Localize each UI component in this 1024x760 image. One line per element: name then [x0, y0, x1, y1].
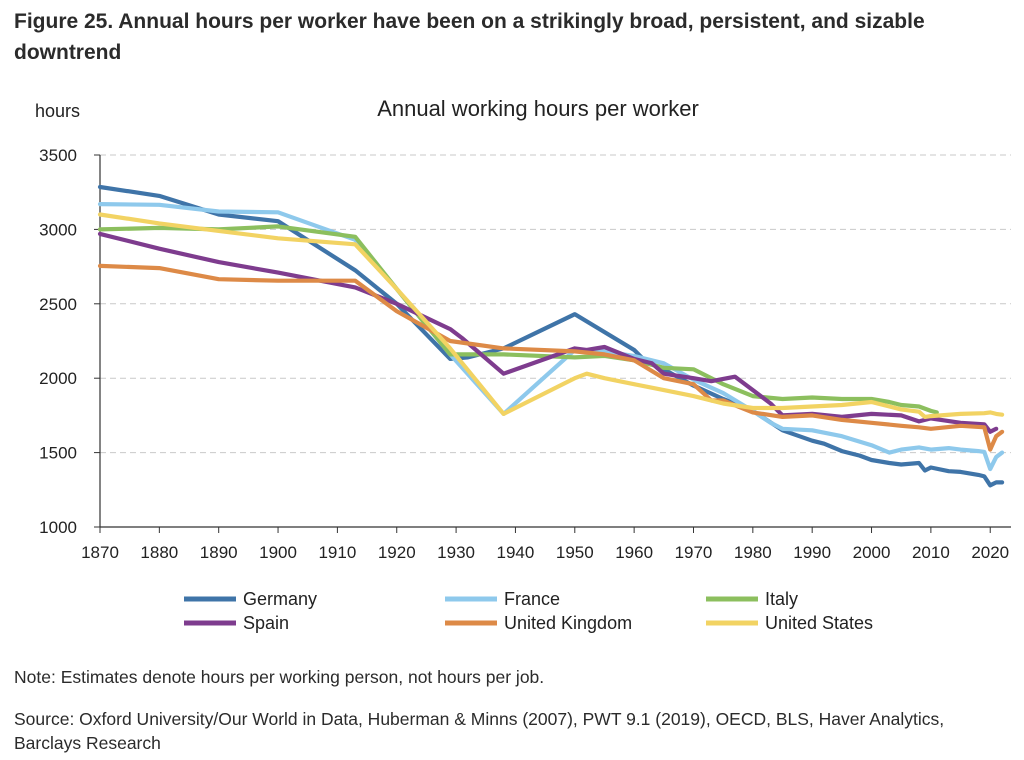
x-tick-label: 1930	[437, 543, 475, 562]
x-axis: 1870 1880 1890 1900 1910 1920 1930 1940 1950 1960…	[81, 526, 1011, 562]
series-line-germany	[97, 184, 1005, 488]
x-tick-label: 1870	[81, 543, 119, 562]
figure-title: Figure 25. Annual hours per worker have …	[14, 10, 925, 64]
series-line-italy	[97, 224, 939, 415]
x-tick-label: 1980	[734, 543, 772, 562]
legend-label-france: France	[504, 589, 560, 609]
x-tick-label: 1970	[675, 543, 713, 562]
legend-label-united-states: United States	[765, 613, 873, 633]
x-tick-label: 1920	[378, 543, 416, 562]
legend-label-germany: Germany	[243, 589, 317, 609]
y-tick-label: 2500	[39, 295, 77, 314]
legend-label-italy: Italy	[765, 589, 798, 609]
y-tick-label: 3000	[39, 220, 77, 239]
x-tick-label: 1950	[556, 543, 594, 562]
gridlines	[100, 154, 1011, 454]
x-tick-label: 1990	[793, 543, 831, 562]
legend-label-spain: Spain	[243, 613, 289, 633]
legend: Germany France Italy Spain United Kingdom Uni…	[184, 589, 873, 633]
x-tick-label: 2010	[912, 543, 950, 562]
y-axis: 1000 1500 2000 2500 3000 3500	[39, 146, 101, 537]
y-tick-label: 3500	[39, 146, 77, 165]
legend-label-united-kingdom: United Kingdom	[504, 613, 632, 633]
x-tick-label: 1910	[318, 543, 356, 562]
x-tick-label: 2020	[971, 543, 1009, 562]
y-tick-label: 1500	[39, 444, 77, 463]
x-tick-label: 1890	[200, 543, 238, 562]
x-tick-label: 1900	[259, 543, 297, 562]
x-tick-label: 1880	[140, 543, 178, 562]
line-chart: hours Annual working hours per worker 10…	[35, 96, 1011, 633]
series-lines	[97, 184, 1005, 488]
series-line-france	[97, 202, 1005, 472]
y-tick-label: 1000	[39, 518, 77, 537]
y-axis-unit-label: hours	[35, 101, 80, 121]
x-tick-label: 1960	[615, 543, 653, 562]
series-line-united-states	[97, 212, 1005, 419]
figure-source: Source: Oxford University/Our World in D…	[14, 709, 945, 753]
x-tick-label: 2000	[853, 543, 891, 562]
chart-title: Annual working hours per worker	[377, 96, 699, 121]
figure-note: Note: Estimates denote hours per working…	[14, 667, 545, 687]
y-tick-label: 2000	[39, 369, 77, 388]
x-tick-label: 1940	[497, 543, 535, 562]
series-line-spain	[97, 231, 999, 434]
